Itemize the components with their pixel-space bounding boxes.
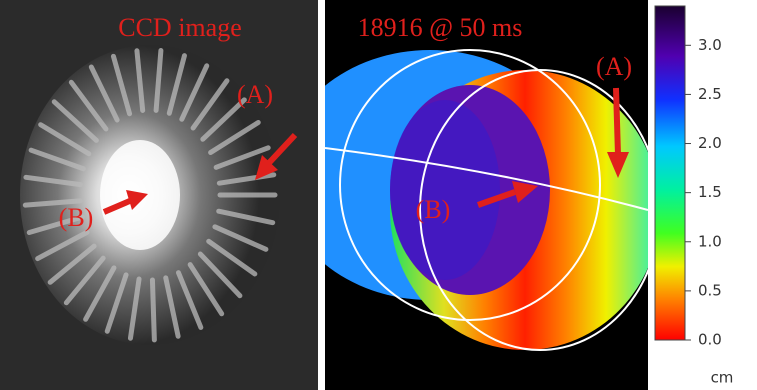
- streak: [35, 229, 90, 262]
- label-a: (A): [237, 80, 273, 109]
- arrows: [102, 132, 298, 215]
- streak: [149, 277, 157, 343]
- streak: [23, 174, 84, 188]
- tick-label: 0.0: [698, 331, 722, 349]
- streak: [153, 48, 164, 113]
- tick-label: 0.5: [698, 281, 722, 299]
- streak: [175, 270, 204, 330]
- tick-label: 3.0: [698, 36, 722, 54]
- streak: [26, 214, 85, 236]
- label-b: (B): [59, 203, 94, 232]
- streak: [163, 275, 181, 339]
- tick-label: 2.0: [698, 134, 722, 152]
- label-a: (A): [596, 52, 632, 81]
- streak: [51, 99, 99, 143]
- streak: [22, 198, 83, 208]
- streak: [190, 78, 230, 131]
- streak: [28, 147, 86, 172]
- streak: [197, 251, 243, 299]
- tick-label: 1.5: [698, 183, 722, 201]
- streak: [88, 64, 120, 123]
- panel-title: 18916 @ 50 ms: [358, 13, 523, 42]
- streak: [216, 208, 276, 226]
- streak: [212, 224, 269, 252]
- streak: [134, 48, 146, 113]
- colorbar: [654, 5, 686, 341]
- streak: [83, 265, 117, 322]
- streak: [208, 120, 261, 155]
- streak: [127, 276, 142, 341]
- streak: [47, 243, 97, 285]
- tick-label: 2.5: [698, 85, 722, 103]
- streak: [104, 272, 129, 334]
- streak: [68, 79, 109, 132]
- tick-label: 1.0: [698, 232, 722, 250]
- streak: [166, 53, 187, 116]
- streak: [110, 53, 133, 117]
- colorbar-unit: cm: [711, 369, 734, 387]
- streak: [63, 255, 106, 306]
- streak: [216, 172, 277, 186]
- streak: [200, 97, 247, 142]
- arrows: [477, 87, 629, 208]
- streak: [38, 122, 92, 157]
- streak: [179, 63, 210, 122]
- streak: [187, 262, 225, 317]
- panel-title: CCD image: [118, 13, 242, 42]
- color-map: [325, 0, 648, 390]
- streak: [206, 238, 258, 277]
- streak: [213, 145, 271, 170]
- label-b: (B): [416, 195, 451, 224]
- ccd-image: [0, 0, 318, 390]
